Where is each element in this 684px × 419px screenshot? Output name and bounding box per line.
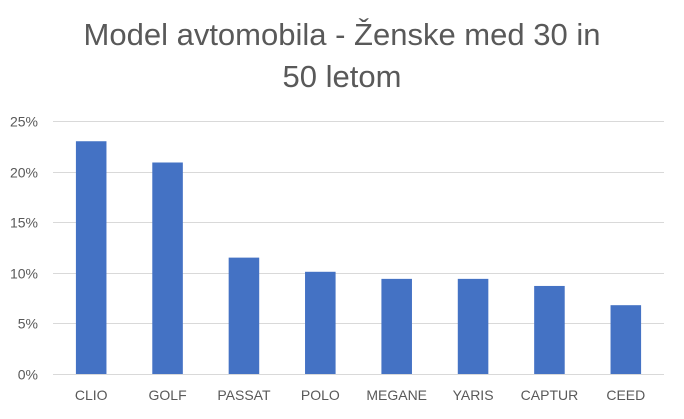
x-tick-label: GOLF: [149, 387, 187, 403]
x-tick-label: CAPTUR: [521, 387, 579, 403]
bars: [75, 141, 642, 374]
bar-polo: [305, 271, 336, 374]
y-tick-label: 25%: [10, 114, 38, 130]
bar-ceed: [610, 305, 642, 374]
y-tick-label: 10%: [10, 266, 38, 282]
y-tick-label: 20%: [10, 165, 38, 181]
x-tick-label: CEED: [606, 387, 645, 403]
bar-yaris: [457, 278, 489, 374]
y-tick-label: 0%: [18, 367, 38, 383]
gridlines: [53, 121, 664, 375]
bar-passat: [228, 257, 260, 374]
x-tick-label: MEGANE: [366, 387, 427, 403]
chart-title-line-2: 50 letom: [282, 59, 402, 94]
bar-megane: [381, 278, 412, 374]
y-axis: 0% 5% 10% 15% 20% 25%: [10, 114, 38, 383]
x-tick-label: YARIS: [453, 387, 494, 403]
x-tick-label: PASSAT: [217, 387, 271, 403]
y-tick-label: 15%: [10, 215, 38, 231]
x-axis: CLIO GOLF PASSAT POLO MEGANE YARIS CAPTUR CEED: [75, 387, 645, 403]
x-tick-label: CLIO: [75, 387, 108, 403]
y-tick-label: 5%: [18, 316, 38, 332]
bar-captur: [534, 285, 565, 374]
bar-clio: [75, 141, 107, 374]
bar-golf: [152, 162, 183, 374]
x-tick-label: POLO: [301, 387, 340, 403]
chart-title: Model avtomobila - Ženske med 30 in 50 l…: [0, 14, 684, 98]
chart-title-line-1: Model avtomobila - Ženske med 30 in: [83, 17, 601, 52]
